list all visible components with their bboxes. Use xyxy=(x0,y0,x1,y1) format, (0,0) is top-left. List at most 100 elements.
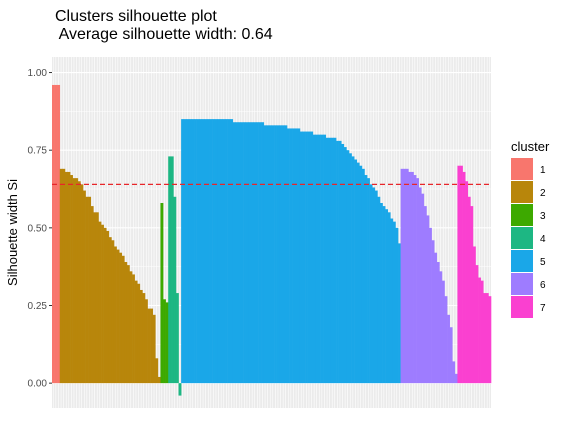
silhouette-bar xyxy=(390,218,394,384)
silhouette-bar xyxy=(289,128,293,384)
silhouette-bar xyxy=(328,137,332,384)
silhouette-bar xyxy=(281,125,285,384)
silhouette-bar xyxy=(385,209,389,384)
silhouette-bar xyxy=(82,190,86,384)
silhouette-bar xyxy=(343,147,347,384)
silhouette-bar xyxy=(452,361,456,384)
silhouette-bar xyxy=(106,230,110,384)
silhouette-bar xyxy=(297,128,301,384)
silhouette-bar xyxy=(434,252,438,384)
silhouette-bar xyxy=(88,196,92,384)
y-tick-label: 0.50 xyxy=(28,223,48,234)
silhouette-bar xyxy=(436,262,440,384)
silhouette-bar xyxy=(356,162,360,384)
silhouette-bar xyxy=(338,140,342,384)
legend-key-3 xyxy=(511,204,533,226)
silhouette-bar xyxy=(465,181,469,384)
silhouette-bar xyxy=(243,122,246,384)
silhouette-bar xyxy=(354,159,358,384)
silhouette-bar xyxy=(330,137,334,384)
legend-title: cluster xyxy=(511,139,550,154)
y-axis-title: Silhouette width Si xyxy=(5,179,20,286)
silhouette-bar xyxy=(62,168,66,384)
silhouette-bar xyxy=(111,240,115,384)
silhouette-bar xyxy=(276,125,280,384)
silhouette-bar xyxy=(206,119,210,384)
silhouette-bar xyxy=(261,122,265,384)
silhouette-bar xyxy=(222,119,226,384)
silhouette-bar xyxy=(237,122,241,384)
legend-key-7 xyxy=(511,296,533,318)
silhouette-bar xyxy=(387,212,391,384)
silhouette-bar xyxy=(441,280,445,384)
silhouette-bar xyxy=(144,299,148,384)
silhouette-bar xyxy=(372,187,376,384)
silhouette-bar xyxy=(132,274,135,384)
silhouette-bar xyxy=(175,293,179,384)
silhouette-bar xyxy=(470,206,474,384)
silhouette-bar xyxy=(266,125,270,384)
silhouette-bar xyxy=(214,119,218,384)
silhouette-bar xyxy=(312,134,316,384)
legend-label-4: 4 xyxy=(540,234,546,245)
silhouette-bar xyxy=(101,224,104,384)
silhouette-bar xyxy=(359,165,363,384)
silhouette-bar xyxy=(431,240,435,384)
silhouette-bar xyxy=(315,134,319,384)
silhouette-bar xyxy=(217,119,221,384)
silhouette-bar xyxy=(279,125,283,384)
silhouette-bar xyxy=(201,119,205,384)
silhouette-bar xyxy=(119,252,123,384)
silhouette-bar xyxy=(416,178,419,384)
silhouette-bar xyxy=(305,131,308,384)
silhouette-bar xyxy=(240,122,244,384)
silhouette-bar xyxy=(152,314,156,384)
silhouette-bar xyxy=(374,190,378,384)
silhouette-bar xyxy=(142,293,146,384)
y-tick-label: 1.00 xyxy=(28,68,48,79)
legend: cluster 1 2 3 4 5 6 7 xyxy=(511,139,550,318)
silhouette-bar xyxy=(168,156,172,384)
silhouette-bar xyxy=(444,296,448,384)
silhouette-bar xyxy=(348,153,352,384)
silhouette-bar xyxy=(147,308,151,384)
silhouette-bar xyxy=(54,84,58,384)
silhouette-bar xyxy=(361,168,365,384)
silhouette-bar xyxy=(483,293,487,384)
silhouette-bar xyxy=(173,196,177,384)
silhouette-bar xyxy=(299,131,303,384)
silhouette-bar xyxy=(52,84,55,384)
silhouette-bar xyxy=(439,271,443,384)
silhouette-bar xyxy=(426,215,430,384)
chart-title: Clusters silhouette plot xyxy=(55,8,217,25)
silhouette-bar xyxy=(178,383,182,396)
legend-label-1: 1 xyxy=(540,165,546,176)
silhouette-bar xyxy=(447,314,450,384)
silhouette-bar xyxy=(317,134,321,384)
silhouette-bar xyxy=(134,280,138,384)
silhouette-bar xyxy=(124,262,128,384)
silhouette-bar xyxy=(150,308,154,384)
legend-key-2 xyxy=(511,181,533,203)
silhouette-bar xyxy=(457,165,461,384)
silhouette-bar xyxy=(194,119,197,384)
silhouette-bar xyxy=(488,296,492,384)
legend-label-3: 3 xyxy=(540,211,546,222)
silhouette-bar xyxy=(204,119,208,384)
silhouette-bar xyxy=(98,221,102,384)
silhouette-bar xyxy=(429,227,432,384)
silhouette-bar xyxy=(294,128,298,384)
silhouette-bar xyxy=(113,246,117,384)
silhouette-bar xyxy=(405,168,409,384)
y-tick-label: 0.25 xyxy=(28,301,48,312)
silhouette-bar xyxy=(245,122,249,384)
silhouette-bar xyxy=(408,171,412,384)
silhouette-bar xyxy=(248,122,252,384)
bars-layer xyxy=(52,84,492,396)
legend-key-6 xyxy=(511,273,533,295)
silhouette-bar xyxy=(274,125,277,384)
silhouette-bar xyxy=(333,137,337,384)
y-axis-ticks: 0.00 0.25 0.50 0.75 1.00 xyxy=(28,68,52,390)
silhouette-bar xyxy=(85,196,89,384)
silhouette-bar xyxy=(183,119,187,384)
